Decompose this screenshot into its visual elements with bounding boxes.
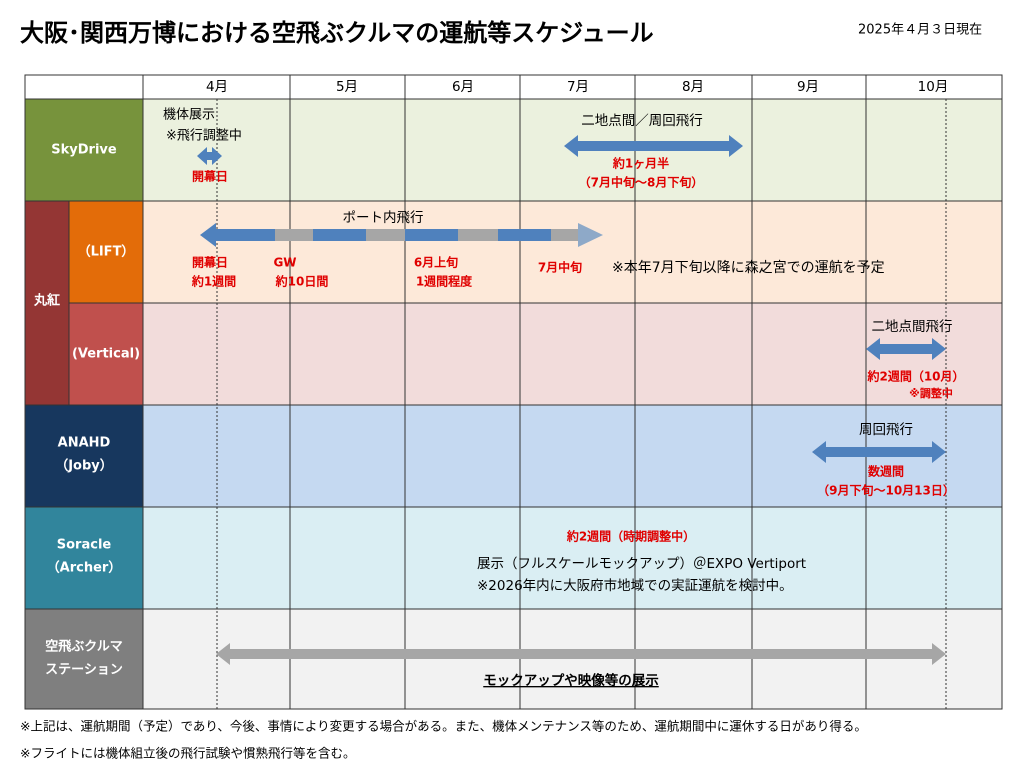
arrow [812,441,946,463]
note: ※本年7月下旬以降に森之宮での運航を予定 [612,260,885,276]
table-border [24,74,1003,710]
red-note: 1週間程度 [416,274,472,289]
arrow [366,229,405,241]
month: 6月 [452,79,474,95]
row-label: ステーション [45,663,123,678]
arrow [458,229,498,241]
group-label: 丸紅 [33,293,60,309]
note: ポート内飛行 [343,210,424,226]
row-bg [143,201,1002,303]
arrow [564,135,743,157]
backgrounds [25,99,1002,709]
red-note: 数週間 [868,464,904,479]
row-label: （Joby） [55,458,113,474]
red-note: 約1ヶ月半 [612,156,669,171]
arrow [578,223,603,247]
red-note: 約10日間 [275,274,329,289]
row-label: Soracle [57,538,112,553]
arrow [551,229,578,241]
note: 二地点間／周回飛行 [581,113,703,129]
red-note: （9月下旬～10月13日） [817,483,955,498]
row-label-bg [69,201,143,303]
arrow [200,223,216,247]
note: 二地点間飛行 [872,319,953,335]
arrow [216,643,946,665]
red-note: （7月中旬～8月下旬） [579,175,704,190]
note: 周回飛行 [859,422,913,438]
title: 大阪･関西万博における空飛ぶクルマの運航等スケジュール [20,19,654,47]
row-label: ANAHD [58,436,111,451]
arrow [197,147,222,165]
arrow [313,229,366,241]
row-bg [143,507,1002,609]
arrows [197,135,946,665]
red-note: 約2週間（10月） [866,369,964,384]
red-note: 約2週間（時期調整中） [566,529,695,544]
month: 10月 [918,79,949,95]
row-label-bg [25,201,69,405]
arrow [866,338,946,360]
row-label: （Archer） [47,560,122,576]
note: ※飛行調整中 [166,129,242,144]
red-note: 開幕日 [192,169,228,184]
row-label: SkyDrive [51,143,117,158]
month: 9月 [797,79,819,95]
arrow [405,229,458,241]
arrow [216,229,275,241]
red-note: 約1週間 [191,274,236,289]
red-note: 6月上旬 [414,255,458,270]
note: ※2026年内に大阪府市地域での実証運航を検討中。 [477,578,793,594]
red-note: 開幕日 [192,255,228,270]
month: 4月 [206,79,228,95]
red-note: GW [273,256,296,270]
footnote: ※フライトには機体組立後の飛行試験や慣熟飛行等を含む。 [20,746,355,761]
row-label: （LIFT） [78,244,135,260]
row-label: (Vertical) [72,347,140,362]
row-label-bg [25,99,143,201]
row-label-bg [25,507,143,609]
month: 8月 [682,79,704,95]
date: 2025年４月３日現在 [858,23,982,38]
grid [24,74,1003,710]
row-label-bg [25,405,143,507]
note: 機体展示 [163,108,215,123]
footnote: ※上記は、運航期間（予定）であり、今後、事情により変更する場合がある。また、機体… [20,719,867,734]
row-bg [143,303,1002,405]
row-label: 空飛ぶクルマ [45,639,123,655]
row-label-bg [69,303,143,405]
row-label-bg [25,609,143,709]
red-note: 7月中旬 [538,260,582,275]
arrow [275,229,313,241]
month: 5月 [336,79,358,95]
red-note: ※調整中 [909,386,953,400]
note: モックアップや映像等の展示 [483,672,659,689]
arrow [498,229,551,241]
month: 7月 [567,79,589,95]
note: 展示（フルスケールモックアップ）＠EXPO Vertiport [477,556,806,572]
